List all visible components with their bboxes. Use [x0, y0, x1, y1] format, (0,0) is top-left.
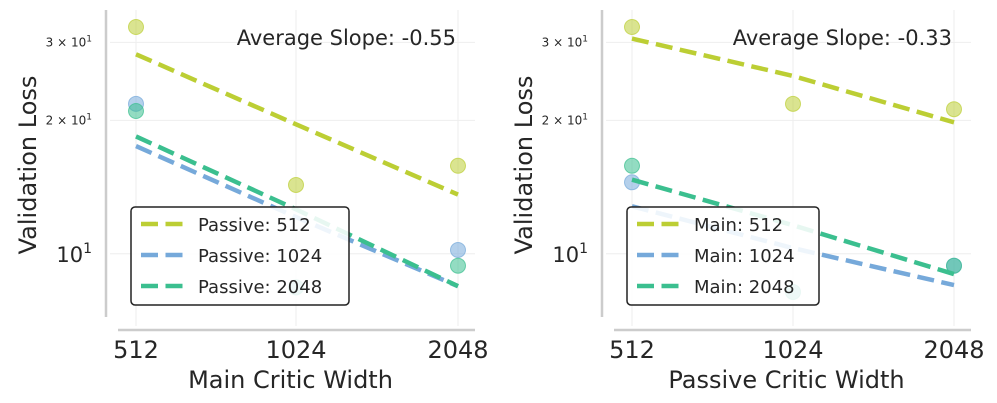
legend-label: Passive: 1024	[198, 246, 322, 267]
data-point	[624, 157, 640, 174]
y-tick-label-minor: 2 × 101	[46, 112, 92, 127]
x-tick-label: 1024	[265, 336, 326, 364]
y-tick-label-major: 101	[56, 241, 92, 267]
x-tick-label: 1024	[762, 336, 823, 364]
slope-annotation: Average Slope: -0.55	[237, 26, 456, 50]
legend-box	[626, 206, 820, 306]
y-tick-label-minor: 3 × 101	[46, 34, 92, 49]
data-point	[450, 241, 466, 258]
legend-label: Main: 1024	[694, 246, 795, 267]
legend-box	[130, 206, 350, 306]
x-tick-label: 2048	[427, 336, 488, 364]
data-point	[785, 95, 801, 112]
slope-annotation: Average Slope: -0.33	[733, 26, 952, 50]
legend-label: Passive: 2048	[198, 277, 322, 298]
legend: Passive: 512 Passive: 1024 Passive: 2048	[130, 206, 350, 306]
chart-panel-1: 512 1024 2048 3 × 101 2 × 101 101 Main Critic …	[14, 10, 489, 394]
x-tick-label: 2048	[923, 336, 984, 364]
data-point	[624, 18, 640, 35]
data-point	[128, 18, 144, 35]
y-axis-title: Validation Loss	[510, 76, 538, 255]
y-tick-label-minor: 3 × 101	[542, 34, 588, 49]
data-point	[128, 103, 144, 120]
legend: Main: 512 Main: 1024 Main: 2048	[626, 206, 820, 306]
fit-line	[631, 177, 955, 277]
data-point	[946, 101, 962, 118]
x-axis-title: Passive Critic Width	[668, 366, 904, 394]
fit-line	[631, 36, 955, 125]
legend-label: Main: 2048	[694, 277, 795, 298]
x-tick-label: 512	[113, 336, 159, 364]
data-point	[450, 257, 466, 274]
fit-line	[135, 52, 459, 197]
data-point	[450, 157, 466, 174]
y-axis-title: Validation Loss	[14, 76, 42, 255]
legend-label: Passive: 512	[198, 215, 311, 236]
x-axis-title: Main Critic Width	[188, 366, 393, 394]
y-tick-label-major: 101	[552, 241, 588, 267]
y-tick-label-minor: 2 × 101	[542, 112, 588, 127]
chart-panel-2: 512 1024 2048 3 × 101 2 × 101 101 Passive Crit…	[510, 10, 985, 394]
data-point	[288, 176, 304, 193]
x-tick-label: 512	[609, 336, 655, 364]
legend-label: Main: 512	[694, 215, 783, 236]
